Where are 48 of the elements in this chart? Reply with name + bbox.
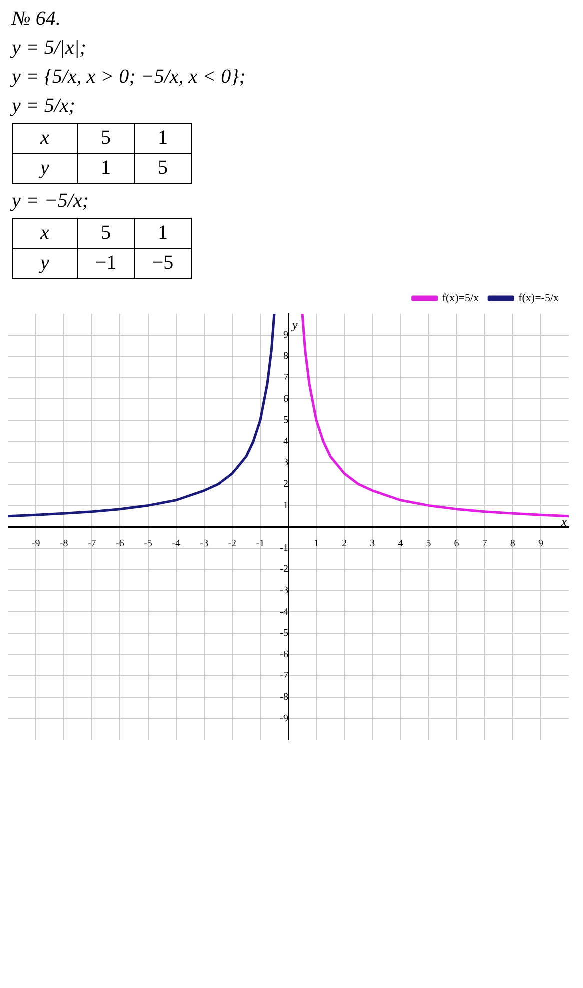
y-tick-label: -2 bbox=[280, 564, 288, 576]
x-tick-label: -3 bbox=[200, 538, 209, 550]
y-tick-label: -6 bbox=[280, 649, 288, 660]
text: y = 5/|x|; bbox=[12, 37, 88, 60]
x-tick-label: -5 bbox=[144, 538, 152, 550]
y-tick-label: -8 bbox=[280, 692, 288, 704]
y-tick-label: 4 bbox=[284, 436, 288, 448]
x-tick-label: -4 bbox=[172, 538, 180, 550]
y-tick-label: 5 bbox=[284, 415, 288, 426]
y-tick-label: 1 bbox=[284, 500, 288, 512]
text: y 1 5 bbox=[40, 157, 168, 179]
y-tick-label: 9 bbox=[284, 330, 288, 341]
x-tick-label: 3 bbox=[370, 538, 376, 550]
y-axis-title: y bbox=[292, 318, 298, 332]
x-tick-label: 6 bbox=[454, 538, 460, 550]
x-tick-label: 8 bbox=[510, 538, 516, 550]
text: y = 5/x; bbox=[12, 95, 76, 118]
y-tick-label: -9 bbox=[280, 713, 288, 724]
text: y −1 −5 bbox=[40, 252, 174, 274]
text: x 5 1 bbox=[40, 127, 168, 149]
x-tick-label: -1 bbox=[256, 538, 265, 550]
x-tick-label: 9 bbox=[538, 538, 544, 550]
y-tick-label: 7 bbox=[284, 372, 288, 384]
x-tick-label: -8 bbox=[60, 538, 68, 550]
x-tick-label: 1 bbox=[314, 538, 320, 550]
y-tick-label: -7 bbox=[280, 670, 288, 682]
text: № 64. bbox=[12, 8, 62, 31]
text: y = {5/x, x > 0; −5/x, x < 0}; bbox=[12, 66, 247, 89]
x-tick-label: -6 bbox=[116, 538, 124, 550]
y-tick-label: 2 bbox=[284, 479, 288, 490]
x-tick-label: -9 bbox=[32, 538, 40, 550]
y-tick-label: -3 bbox=[280, 586, 288, 597]
text: x 5 1 bbox=[40, 222, 168, 244]
y-tick-label: 8 bbox=[284, 351, 288, 362]
x-tick-label: 5 bbox=[426, 538, 432, 550]
y-tick-label: -5 bbox=[280, 628, 288, 640]
legend-label: f(x)=5/x bbox=[442, 292, 480, 304]
legend-label: f(x)=-5/x bbox=[518, 292, 560, 304]
y-tick-label: 3 bbox=[284, 458, 288, 469]
x-tick-label: 4 bbox=[398, 538, 404, 550]
text: y = −5/x; bbox=[12, 190, 90, 213]
x-axis-title: x bbox=[560, 515, 568, 530]
x-tick-label: -2 bbox=[228, 538, 237, 550]
y-tick-label: -4 bbox=[280, 606, 288, 618]
x-tick-label: 2 bbox=[342, 538, 348, 550]
x-tick-label: -7 bbox=[88, 538, 96, 550]
x-tick-label: 7 bbox=[482, 538, 488, 550]
y-tick-label: 6 bbox=[284, 394, 288, 405]
